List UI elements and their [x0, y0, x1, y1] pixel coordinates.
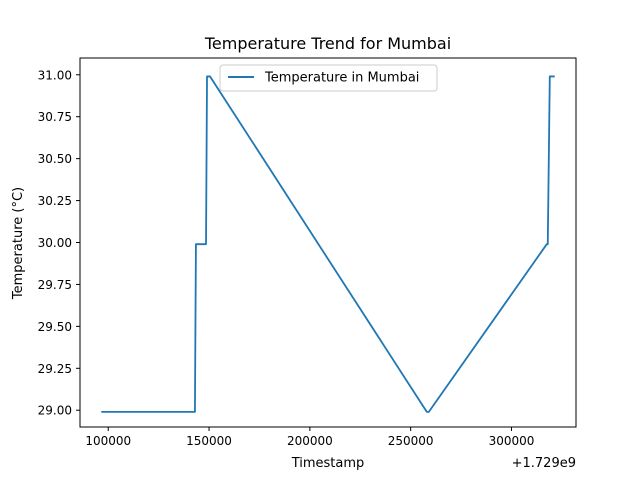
series-layer [101, 75, 555, 413]
y-tick-label: 29.75 [38, 278, 72, 292]
chart-title: Temperature Trend for Mumbai [204, 34, 451, 53]
y-tick-label: 30.50 [38, 152, 72, 166]
y-tick-label: 29.00 [38, 404, 72, 418]
x-axis: 100000 150000 200000 250000 300000 [85, 427, 534, 448]
x-axis-label: Timestamp [291, 456, 365, 471]
x-tick-label: 300000 [489, 434, 535, 448]
series-line-temperature [101, 75, 555, 413]
y-axis: 29.00 29.25 29.50 29.75 30.00 30.25 30.50 30.75… [38, 68, 80, 418]
x-axis-offset-label: +1.729e9 [512, 456, 576, 471]
y-tick-label: 29.25 [38, 362, 72, 376]
legend-box [219, 64, 438, 92]
y-tick-label: 30.25 [38, 194, 72, 208]
y-tick-label: 29.50 [38, 320, 72, 334]
x-tick-label: 100000 [85, 434, 131, 448]
legend-label: Temperature in Mumbai [264, 71, 419, 86]
y-tick-label: 30.75 [38, 110, 72, 124]
y-tick-label: 30.00 [38, 236, 72, 250]
x-tick-label: 250000 [388, 434, 434, 448]
y-tick-label: 31.00 [38, 68, 72, 82]
x-tick-label: 150000 [186, 434, 232, 448]
legend: Temperature in Mumbai [219, 64, 438, 92]
x-tick-label: 200000 [287, 434, 333, 448]
y-axis-label: Temperature (°C) [11, 187, 26, 300]
